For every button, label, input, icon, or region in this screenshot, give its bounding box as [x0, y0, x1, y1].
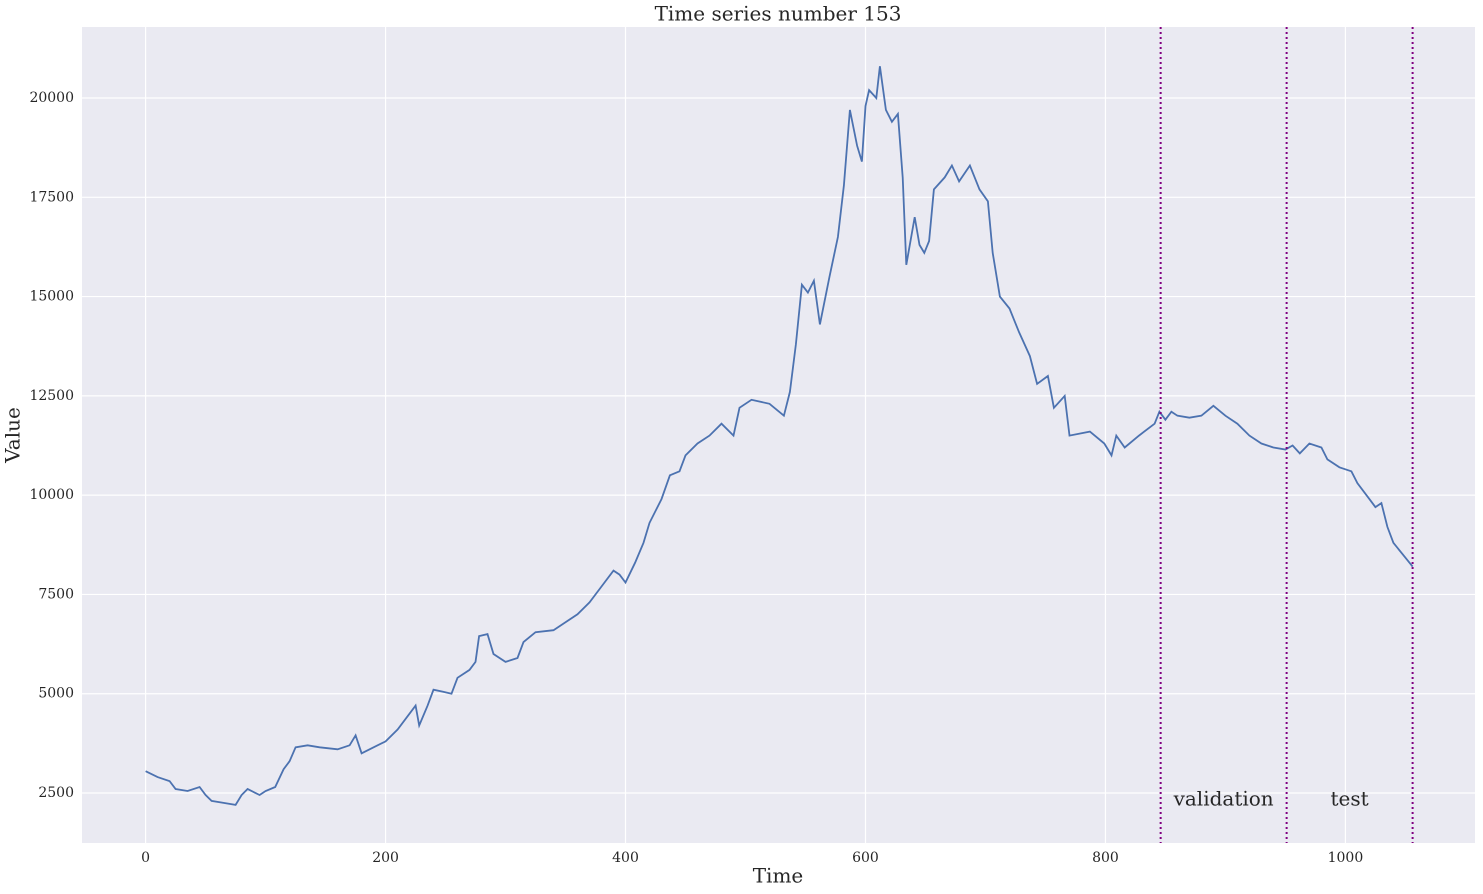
x-tick-label: 0: [141, 850, 150, 866]
y-tick-label: 7500: [38, 586, 74, 602]
annotation: test: [1331, 787, 1369, 811]
x-tick-label: 600: [852, 850, 879, 866]
x-axis-label: Time: [753, 864, 804, 888]
y-axis-label: Value: [1, 407, 25, 464]
y-tick-label: 12500: [29, 388, 74, 404]
x-tick-label: 800: [1092, 850, 1119, 866]
y-tick-label: 2500: [38, 785, 74, 801]
annotation: validation: [1173, 787, 1274, 811]
y-tick-label: 10000: [29, 487, 74, 503]
chart-title: Time series number 153: [655, 2, 902, 26]
line: [145, 66, 1414, 806]
y-tick-label: 15000: [29, 289, 74, 305]
y-tick-label: 5000: [38, 686, 74, 702]
y-tick-label: 17500: [29, 189, 74, 205]
plot-area: [82, 27, 1475, 843]
x-tick-label: 200: [372, 850, 399, 866]
x-tick-label: 400: [612, 850, 639, 866]
x-tick-label: 1000: [1328, 850, 1364, 866]
y-tick-label: 20000: [29, 90, 74, 106]
